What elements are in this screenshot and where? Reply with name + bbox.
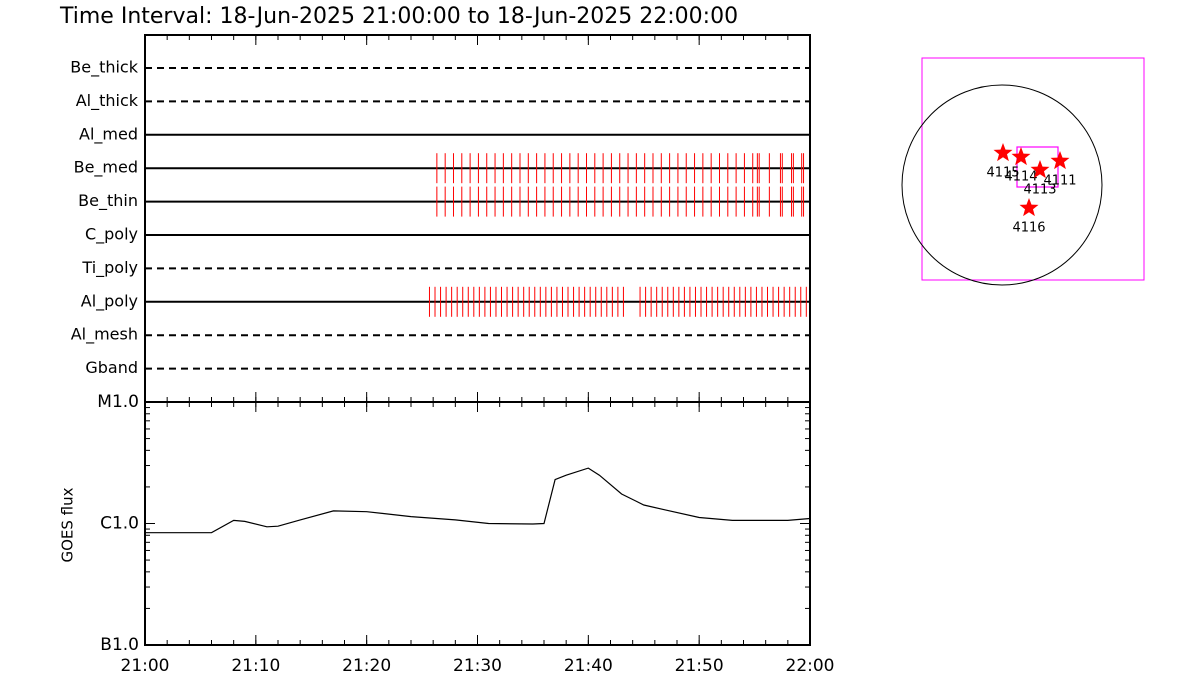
filter-label: Gband <box>85 358 138 377</box>
region-star <box>1011 147 1031 166</box>
filter-label: Al_poly <box>81 291 138 311</box>
flux-line <box>145 467 811 534</box>
region-label: 4116 <box>1012 221 1045 236</box>
region-star <box>1030 160 1050 179</box>
region-star <box>993 143 1013 162</box>
x-tick-label: 21:40 <box>564 656 613 676</box>
x-tick-label: 21:50 <box>675 656 724 676</box>
region-label: 4113 <box>1023 183 1056 198</box>
y-tick-label: C1.0 <box>100 514 139 534</box>
title: Time Interval: 18-Jun-2025 21:00:00 to 1… <box>59 4 738 29</box>
x-tick-label: 21:10 <box>231 656 280 676</box>
region-label: 4114 <box>1004 170 1037 185</box>
filter-label: Be_med <box>74 158 138 178</box>
y-tick-label: M1.0 <box>97 392 139 412</box>
y-axis-label: GOES flux <box>59 487 77 562</box>
fov-box <box>1016 146 1059 188</box>
y-tick-label: B1.0 <box>100 635 139 655</box>
solar-disk <box>901 84 1103 286</box>
x-tick-label: 21:00 <box>121 656 170 676</box>
filter-label: Be_thin <box>78 191 138 211</box>
region-label: 4115 <box>986 166 1019 181</box>
filter-label: Be_thick <box>70 58 138 78</box>
x-tick-label: 22:00 <box>786 656 835 676</box>
x-tick-label: 21:20 <box>342 656 391 676</box>
x-tick-label: 21:30 <box>453 656 502 676</box>
filter-label: Ti_poly <box>81 258 138 278</box>
region-star <box>1050 151 1070 170</box>
region-label: 4111 <box>1043 174 1076 189</box>
filter-label: Al_mesh <box>71 325 138 345</box>
filter-label: C_poly <box>85 225 138 245</box>
filter-label: Al_med <box>79 124 138 144</box>
filter-label: Al_thick <box>76 91 139 111</box>
region-star <box>1019 198 1039 217</box>
